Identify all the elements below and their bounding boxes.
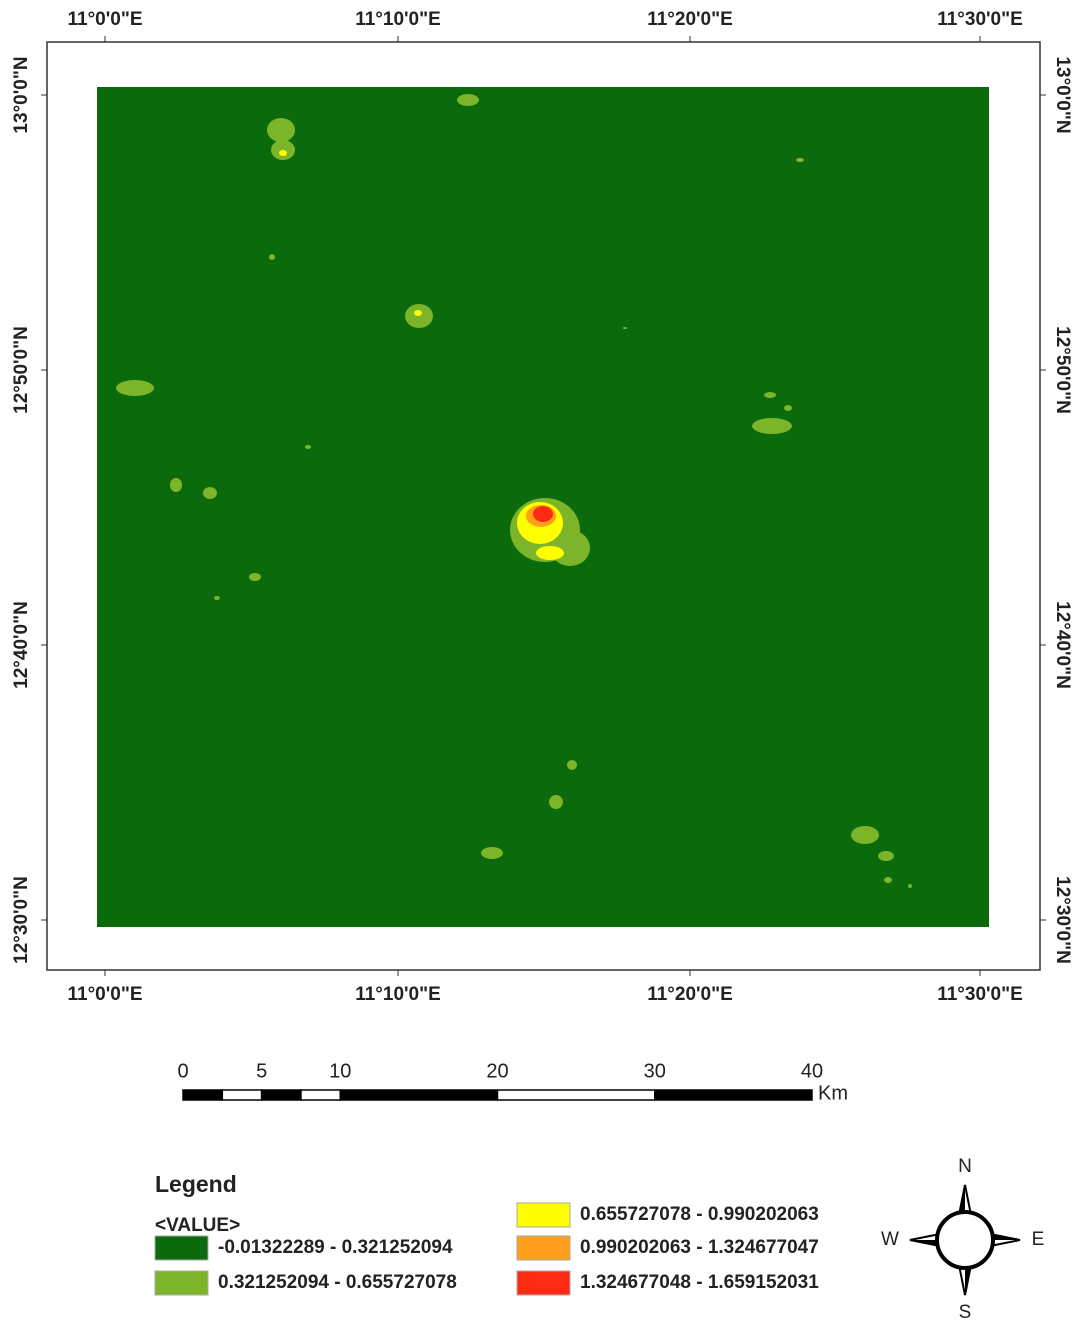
raster-patch (414, 310, 422, 316)
legend-label: 0.990202063 - 1.324677047 (580, 1237, 819, 1258)
legend-swatch (154, 1270, 209, 1296)
scale-label: 5 (256, 1060, 267, 1082)
raster-patch (203, 487, 217, 499)
left-coord-label: 12°40'0"N (11, 601, 32, 689)
scale-segment (339, 1089, 499, 1101)
scale-segment (654, 1089, 813, 1101)
left-coord-label: 12°50'0"N (11, 326, 32, 414)
scale-label: 0 (177, 1060, 188, 1082)
raster-patch (214, 596, 220, 600)
raster-patch (567, 760, 577, 770)
right-coord-label: 12°40'0"N (1052, 601, 1073, 689)
bottom-coord-label: 11°30'0"E (937, 984, 1023, 1005)
raster-patch (752, 418, 792, 434)
scale-label: 30 (644, 1060, 666, 1082)
raster-patch (481, 847, 503, 859)
raster-patch (623, 327, 627, 329)
legend-label: 0.655727078 - 0.990202063 (580, 1204, 819, 1225)
compass-circle (935, 1210, 995, 1270)
raster-patches (116, 94, 912, 888)
top-coord-label: 11°30'0"E (937, 9, 1023, 30)
top-coord-label: 11°0'0"E (67, 9, 142, 30)
compass-w: W (881, 1229, 899, 1250)
legend-label: 1.324677048 - 1.659152031 (580, 1272, 819, 1293)
legend-swatch (516, 1235, 571, 1261)
raster-patch (884, 877, 892, 883)
compass-n: N (958, 1156, 972, 1177)
raster-patch (457, 94, 479, 106)
right-coord-label: 12°50'0"N (1052, 326, 1073, 414)
legend-title: Legend (155, 1171, 237, 1197)
raster-patch (764, 392, 776, 398)
raster-patch (878, 851, 894, 861)
legend-label: -0.01322289 - 0.321252094 (218, 1237, 453, 1258)
raster-patch (851, 826, 879, 844)
scale-segment (496, 1089, 656, 1101)
legend-label: 0.321252094 - 0.655727078 (218, 1272, 457, 1293)
raster-patch (908, 884, 912, 888)
scale-label: 20 (486, 1060, 508, 1082)
raster-patch (269, 254, 275, 260)
compass-s: S (959, 1302, 972, 1323)
bottom-coord-label: 11°10'0"E (355, 984, 441, 1005)
bottom-coord-label: 11°20'0"E (647, 984, 733, 1005)
left-coord-label: 12°30'0"N (11, 876, 32, 964)
scale-unit: Km (818, 1082, 848, 1104)
scale-segment (221, 1089, 263, 1101)
raster-patch (305, 445, 311, 449)
compass-e: E (1032, 1229, 1045, 1250)
raster-patch (784, 405, 792, 411)
raster-patch (405, 304, 433, 328)
raster-patch (279, 150, 287, 156)
scale-segment (260, 1089, 302, 1101)
scale-segment (300, 1089, 341, 1101)
top-coord-label: 11°20'0"E (647, 9, 733, 30)
coordinate-labels: 11°0'0"E 11°0'0"E 11°10'0"E 11°10'0"E 11°20'… (11, 9, 1073, 1005)
compass: N S E W (881, 1156, 1044, 1323)
raster-patch (267, 118, 295, 142)
raster-patch (170, 478, 182, 492)
scale-segment (182, 1089, 224, 1101)
raster-patch (549, 795, 563, 809)
raster-patch (536, 546, 564, 560)
right-coord-label: 12°30'0"N (1052, 876, 1073, 964)
legend-swatch (516, 1202, 571, 1228)
bottom-coord-label: 11°0'0"E (67, 984, 142, 1005)
legend-swatch (516, 1270, 571, 1296)
scale-label: 10 (329, 1060, 351, 1082)
right-coord-label: 13°0'0"N (1052, 56, 1073, 133)
legend: -0.01322289 - 0.321252094 0.321252094 - 0… (154, 1202, 819, 1296)
raster-patch (249, 573, 261, 581)
raster-patch (796, 158, 804, 162)
legend-swatch (154, 1235, 209, 1261)
scale-label: 40 (801, 1060, 823, 1082)
left-coord-label: 13°0'0"N (11, 56, 32, 133)
raster-patch (116, 380, 154, 396)
top-coord-label: 11°10'0"E (355, 9, 441, 30)
raster-patch (533, 506, 553, 522)
legend-field: <VALUE> (155, 1215, 240, 1236)
